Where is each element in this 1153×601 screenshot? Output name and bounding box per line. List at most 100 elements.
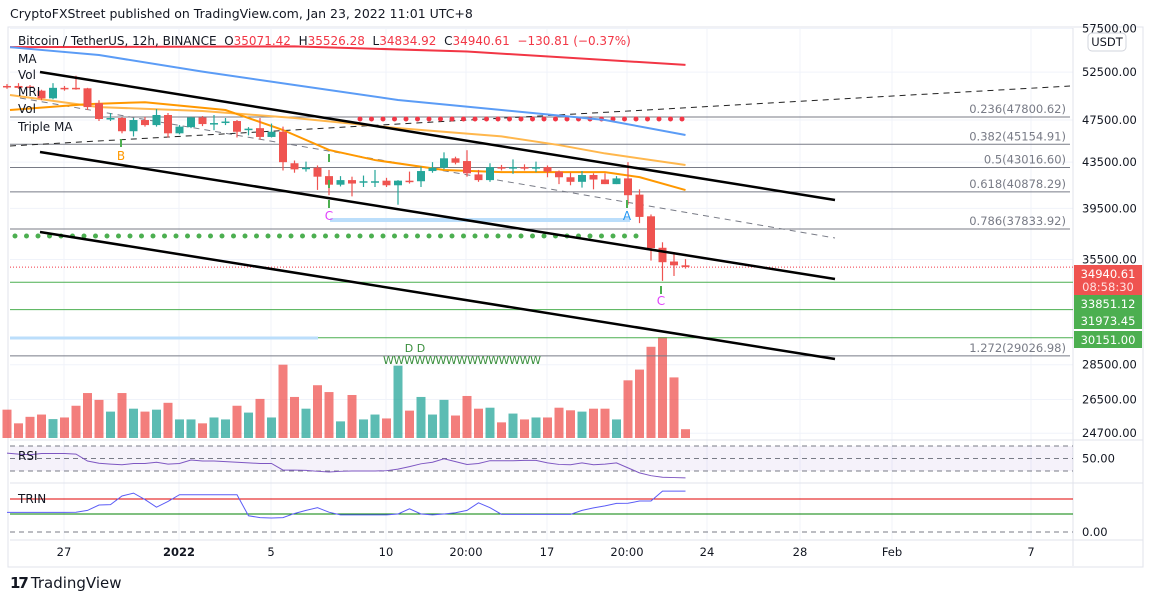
candle[interactable] bbox=[681, 259, 690, 269]
price-tag-value: 33851.12 bbox=[1081, 297, 1136, 311]
symbol-legend[interactable]: Bitcoin / TetherUS, 12h, BINANCE O35071.… bbox=[18, 34, 631, 48]
candle-body bbox=[497, 167, 506, 169]
signal-dot bbox=[415, 233, 420, 239]
price-axis-label: 39500.00 bbox=[1082, 201, 1137, 215]
price-tag bbox=[1074, 295, 1142, 312]
volume-bar bbox=[336, 421, 345, 438]
legend-trin[interactable]: TRIN bbox=[18, 492, 47, 506]
price-axis-label: 52500.00 bbox=[1082, 65, 1137, 79]
price-tag-value: 31973.45 bbox=[1081, 314, 1136, 328]
candle[interactable] bbox=[578, 171, 586, 188]
signal-dot bbox=[461, 116, 466, 122]
candle[interactable] bbox=[509, 159, 517, 174]
legend-rsi[interactable]: RSI bbox=[18, 449, 38, 463]
candle[interactable] bbox=[106, 113, 115, 122]
candle[interactable] bbox=[313, 165, 322, 190]
candle[interactable] bbox=[26, 85, 34, 90]
volume-bar bbox=[117, 393, 127, 438]
tradingview-footer[interactable]: 17 TradingView bbox=[10, 574, 122, 592]
candle[interactable] bbox=[624, 162, 632, 205]
candle[interactable] bbox=[359, 175, 368, 188]
candle[interactable] bbox=[566, 172, 575, 186]
candle[interactable] bbox=[428, 162, 437, 173]
signal-dot bbox=[104, 233, 110, 239]
candle-body bbox=[681, 265, 690, 268]
signal-dot bbox=[484, 116, 489, 122]
volume-bar bbox=[209, 417, 219, 438]
candle[interactable] bbox=[279, 126, 287, 171]
candle[interactable] bbox=[60, 85, 69, 91]
candle[interactable] bbox=[118, 117, 126, 134]
candle[interactable] bbox=[164, 113, 172, 138]
signal-dot bbox=[231, 233, 236, 239]
candle[interactable] bbox=[37, 89, 46, 101]
candle[interactable] bbox=[670, 252, 678, 276]
candle-body bbox=[95, 103, 103, 120]
signal-dot bbox=[472, 116, 478, 122]
candle[interactable] bbox=[187, 116, 195, 129]
legend-vol-2[interactable]: Vol bbox=[18, 102, 36, 116]
candle[interactable] bbox=[244, 127, 253, 136]
candle[interactable] bbox=[290, 160, 299, 173]
candle[interactable] bbox=[95, 100, 103, 122]
volume-bar bbox=[175, 419, 184, 438]
candle[interactable] bbox=[601, 173, 609, 185]
volume-bar bbox=[589, 408, 598, 438]
candle[interactable] bbox=[336, 176, 345, 187]
price-axis-label: 24700.00 bbox=[1082, 426, 1137, 440]
candle[interactable] bbox=[520, 164, 529, 171]
candle[interactable] bbox=[612, 176, 621, 185]
volume-bar bbox=[94, 399, 104, 438]
candle[interactable] bbox=[658, 242, 667, 281]
price-tag-value: 30151.00 bbox=[1081, 333, 1136, 347]
candle[interactable] bbox=[543, 165, 552, 178]
candle[interactable] bbox=[589, 173, 598, 190]
candle[interactable] bbox=[382, 177, 391, 188]
signal-dot bbox=[150, 233, 156, 239]
candle[interactable] bbox=[497, 164, 506, 171]
candle-body bbox=[543, 167, 552, 172]
candle[interactable] bbox=[417, 166, 425, 188]
signal-dot bbox=[173, 233, 179, 239]
candle[interactable] bbox=[348, 176, 356, 197]
candle[interactable] bbox=[49, 83, 57, 100]
candle[interactable] bbox=[210, 115, 218, 131]
candle[interactable] bbox=[152, 109, 161, 127]
candle[interactable] bbox=[635, 189, 644, 224]
candle[interactable] bbox=[555, 170, 563, 185]
candle[interactable] bbox=[647, 214, 655, 261]
signal-dot bbox=[392, 233, 397, 239]
candle[interactable] bbox=[129, 118, 138, 137]
candle[interactable] bbox=[474, 169, 483, 182]
candle[interactable] bbox=[233, 120, 241, 138]
candle[interactable] bbox=[198, 115, 207, 127]
candle[interactable] bbox=[221, 118, 230, 126]
candle[interactable] bbox=[486, 163, 494, 182]
legend-mri[interactable]: MRI bbox=[18, 85, 41, 99]
channel-trendline bbox=[39, 230, 836, 361]
candle[interactable] bbox=[371, 169, 379, 188]
candle[interactable] bbox=[463, 150, 471, 177]
candle[interactable] bbox=[141, 117, 149, 127]
signal-dot bbox=[679, 116, 685, 122]
candle[interactable] bbox=[14, 83, 23, 89]
candle[interactable] bbox=[405, 171, 414, 184]
legend-ma[interactable]: MA bbox=[18, 52, 37, 66]
candle[interactable] bbox=[256, 118, 264, 140]
candle[interactable] bbox=[267, 123, 276, 138]
candle[interactable] bbox=[302, 161, 310, 172]
candle[interactable] bbox=[83, 87, 92, 111]
candle[interactable] bbox=[532, 161, 540, 173]
candle[interactable] bbox=[175, 125, 184, 135]
candle[interactable] bbox=[440, 152, 448, 170]
candle[interactable] bbox=[3, 84, 11, 89]
legend-vol[interactable]: Vol bbox=[18, 68, 36, 82]
candle[interactable] bbox=[394, 180, 402, 205]
candle[interactable] bbox=[451, 156, 460, 165]
currency-button[interactable] bbox=[1087, 32, 1127, 52]
candle-body bbox=[670, 261, 678, 266]
price-axis-label: 28500.00 bbox=[1082, 358, 1137, 372]
signal-dot bbox=[564, 116, 570, 122]
legend-triple-ma[interactable]: Triple MA bbox=[18, 120, 73, 134]
